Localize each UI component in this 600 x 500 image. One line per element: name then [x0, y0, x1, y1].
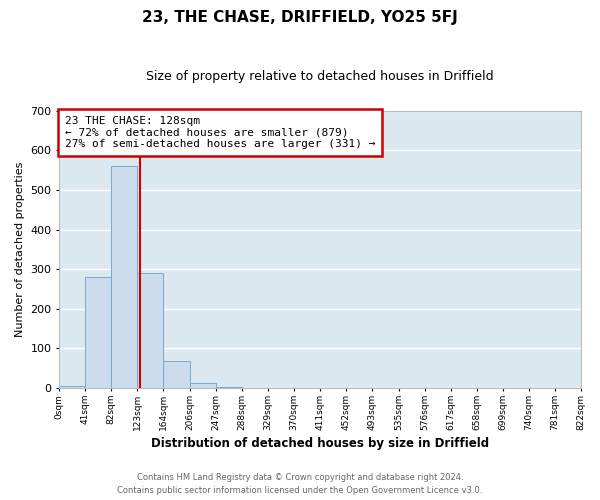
Bar — [112, 166, 137, 388]
Bar — [190, 382, 216, 388]
Bar — [137, 273, 163, 388]
Title: Size of property relative to detached houses in Driffield: Size of property relative to detached ho… — [146, 70, 494, 83]
Text: Contains HM Land Registry data © Crown copyright and database right 2024.
Contai: Contains HM Land Registry data © Crown c… — [118, 474, 482, 495]
Bar — [59, 386, 85, 388]
Text: 23 THE CHASE: 128sqm
← 72% of detached houses are smaller (879)
27% of semi-deta: 23 THE CHASE: 128sqm ← 72% of detached h… — [65, 116, 375, 150]
Text: 23, THE CHASE, DRIFFIELD, YO25 5FJ: 23, THE CHASE, DRIFFIELD, YO25 5FJ — [142, 10, 458, 25]
Bar — [85, 277, 112, 388]
X-axis label: Distribution of detached houses by size in Driffield: Distribution of detached houses by size … — [151, 437, 489, 450]
Bar — [216, 386, 242, 388]
Y-axis label: Number of detached properties: Number of detached properties — [15, 162, 25, 337]
Bar — [163, 361, 190, 388]
